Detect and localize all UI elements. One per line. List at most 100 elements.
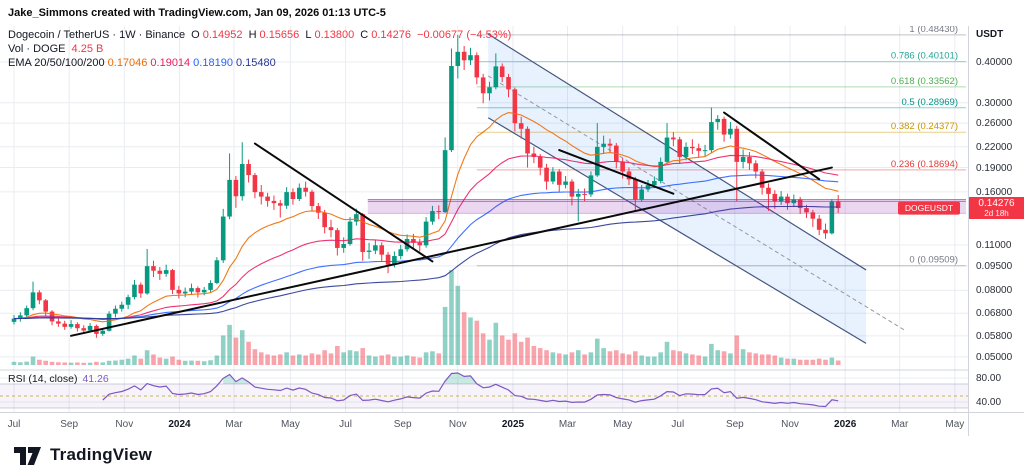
candle-body <box>804 208 809 213</box>
volume-bar <box>303 355 308 365</box>
volume-bar <box>626 354 632 365</box>
volume-bar <box>715 350 721 365</box>
candle-body <box>721 118 727 135</box>
volume-bar <box>645 356 651 365</box>
volume-bar <box>341 352 346 365</box>
fib-level-label: 0.382 (0.24377) <box>891 121 958 132</box>
volume-bar <box>398 356 404 365</box>
price-axis-tick: 0.30000 <box>976 97 1013 109</box>
channel-bottom-line <box>487 117 867 344</box>
time-axis[interactable]: Jul Sep Nov 2024 Mar May Jul Sep Nov 2025 Mar May Ju… <box>0 412 968 436</box>
price-chart-canvas[interactable]: 1 (0.48430) 0.786 (0.40101) 0.618 (0.33562… <box>0 26 968 412</box>
candle-body <box>113 308 118 314</box>
candle-body <box>411 239 416 243</box>
trendline <box>253 142 434 263</box>
candle-body <box>119 304 125 309</box>
volume-bar <box>658 352 663 365</box>
candle-body <box>214 260 220 283</box>
rsi-legend-row[interactable]: RSI (14, close) 41.26 <box>8 373 109 385</box>
trendline <box>558 149 675 195</box>
volume-bar <box>480 333 486 365</box>
candle-body <box>106 313 112 331</box>
volume-bar <box>531 346 537 365</box>
volume-bar <box>392 356 397 365</box>
volume-bar <box>664 341 670 365</box>
time-axis-separator <box>0 412 1024 413</box>
candle-body <box>499 66 505 78</box>
ema-label: EMA 20/50/100/200 <box>8 57 105 69</box>
candle-body <box>753 163 759 172</box>
candle-body <box>271 200 277 204</box>
price-axis-tick: 0.05800 <box>976 330 1013 342</box>
high-label: H <box>248 29 257 41</box>
channel-midline <box>487 75 905 331</box>
candle-body <box>620 161 625 172</box>
tradingview-logo-icon[interactable] <box>12 441 42 469</box>
tradingview-brand[interactable]: TradingView <box>50 444 153 464</box>
price-axis-tick: 0.11000 <box>976 240 1012 252</box>
fib-level-label: 0.236 (0.18694) <box>891 159 958 170</box>
candle-body <box>18 315 23 319</box>
volume-bar <box>56 362 61 365</box>
candle-body <box>728 128 733 135</box>
volume-bar <box>335 346 340 365</box>
volume-bar <box>829 357 835 365</box>
ema-value-100: 0.18190 <box>193 57 233 69</box>
volume-bar <box>493 322 499 365</box>
volume-bar <box>24 361 29 365</box>
candle-body <box>11 318 17 322</box>
time-axis-month-label: Nov <box>781 419 799 430</box>
candle-body <box>360 214 365 252</box>
candle-body <box>537 156 543 168</box>
volume-bar <box>785 358 790 365</box>
volume-bar <box>354 351 359 365</box>
volume-label: Vol · DOGE <box>8 43 66 55</box>
candle-body <box>430 211 435 222</box>
candle-body <box>810 212 816 219</box>
volume-bar <box>677 351 682 365</box>
volume-bar <box>417 357 423 365</box>
volume-bar <box>550 352 556 365</box>
candle-body <box>747 156 752 164</box>
candle-body <box>56 321 61 324</box>
candle-body <box>835 201 841 209</box>
volume-bar <box>474 320 480 365</box>
candle-body <box>518 123 524 129</box>
time-axis-month-label: Jul <box>671 419 685 430</box>
price-axis[interactable]: USDT 0.14276 2d 18h 0.40000 0.30000 0.2600… <box>968 26 1024 436</box>
candle-body <box>379 245 385 255</box>
volume-bar <box>404 355 410 365</box>
candle-body <box>582 193 587 195</box>
volume-bar <box>163 358 169 365</box>
candle-body <box>607 143 613 146</box>
volume-bar <box>747 352 752 365</box>
ema-legend-row[interactable]: EMA 20/50/100/200 0.17046 0.19014 0.18190 0.… <box>8 56 514 70</box>
volume-bar <box>607 351 613 365</box>
candle-body <box>461 51 467 61</box>
symbol-legend-row[interactable]: Dogecoin / TetherUS · 1W · Binance O 0.14… <box>8 28 514 42</box>
price-axis-tick: 0.16000 <box>976 186 1013 198</box>
volume-bar <box>195 360 201 365</box>
volume-bar <box>360 348 365 365</box>
current-price-value: 0.14276 <box>978 198 1015 210</box>
candle-body <box>759 171 765 188</box>
time-axis-month-label: May <box>945 419 965 430</box>
volume-bar <box>537 348 543 365</box>
volume-bar <box>810 359 816 365</box>
candle-body <box>531 153 537 157</box>
candle-body <box>556 171 562 185</box>
volume-legend-row[interactable]: Vol · DOGE 4.25 B <box>8 42 514 56</box>
volume-bar <box>835 360 841 365</box>
candle-body <box>658 161 663 182</box>
candle-body <box>652 181 657 186</box>
candle-body <box>823 229 828 234</box>
candle-body <box>335 230 340 248</box>
candle-body <box>43 300 48 312</box>
symbol-title: Dogecoin / TetherUS · 1W · Binance <box>8 29 186 41</box>
volume-bar <box>347 350 353 365</box>
time-axis-month-label: Mar <box>225 419 243 430</box>
ema-value-200: 0.15480 <box>235 57 276 69</box>
candle-body <box>423 221 429 246</box>
footer: TradingView <box>0 436 1024 473</box>
volume-bar <box>75 362 80 365</box>
